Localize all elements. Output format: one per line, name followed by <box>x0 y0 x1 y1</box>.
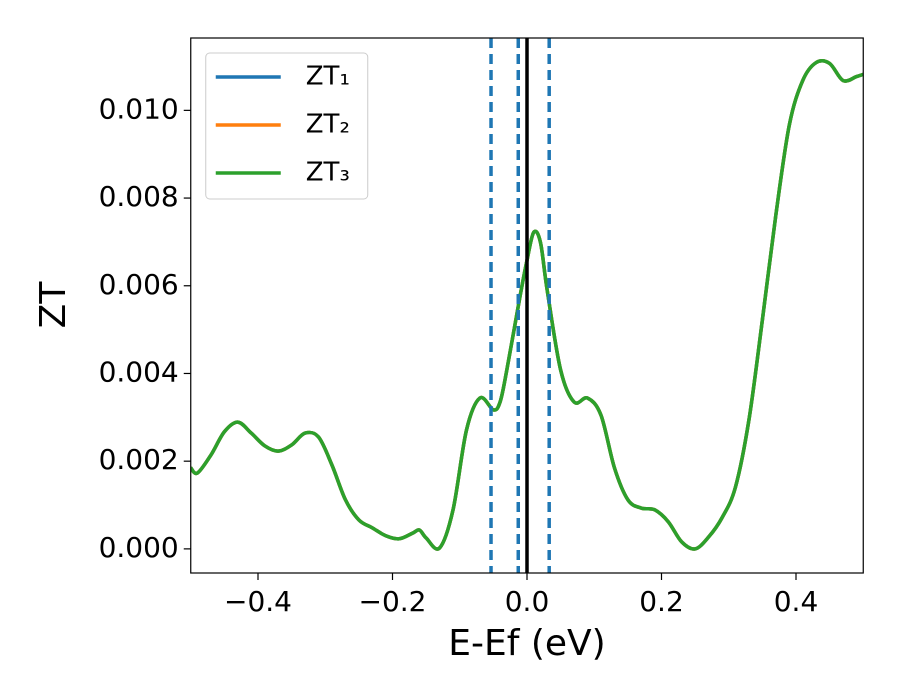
legend-label: ZT₂ <box>306 110 350 140</box>
y-tick-label: 0.002 <box>99 443 179 476</box>
y-tick-label: 0.010 <box>99 92 179 125</box>
x-tick-label: 0.4 <box>774 585 819 618</box>
legend-label: ZT₁ <box>306 62 350 92</box>
y-tick-label: 0.008 <box>99 180 179 213</box>
y-tick-label: 0.000 <box>99 531 179 564</box>
x-tick-label: 0.2 <box>639 585 684 618</box>
y-tick-label: 0.006 <box>99 268 179 301</box>
x-tick-label: −0.4 <box>224 585 292 618</box>
x-axis-label: E-Ef (eV) <box>448 623 605 664</box>
x-tick-label: 0.0 <box>505 585 550 618</box>
y-tick-label: 0.004 <box>99 355 179 388</box>
x-tick-label: −0.2 <box>359 585 427 618</box>
legend-box <box>205 52 369 200</box>
plot-frame <box>190 37 864 574</box>
legend-label: ZT₃ <box>306 158 350 188</box>
y-axis-label: ZT <box>33 281 74 329</box>
